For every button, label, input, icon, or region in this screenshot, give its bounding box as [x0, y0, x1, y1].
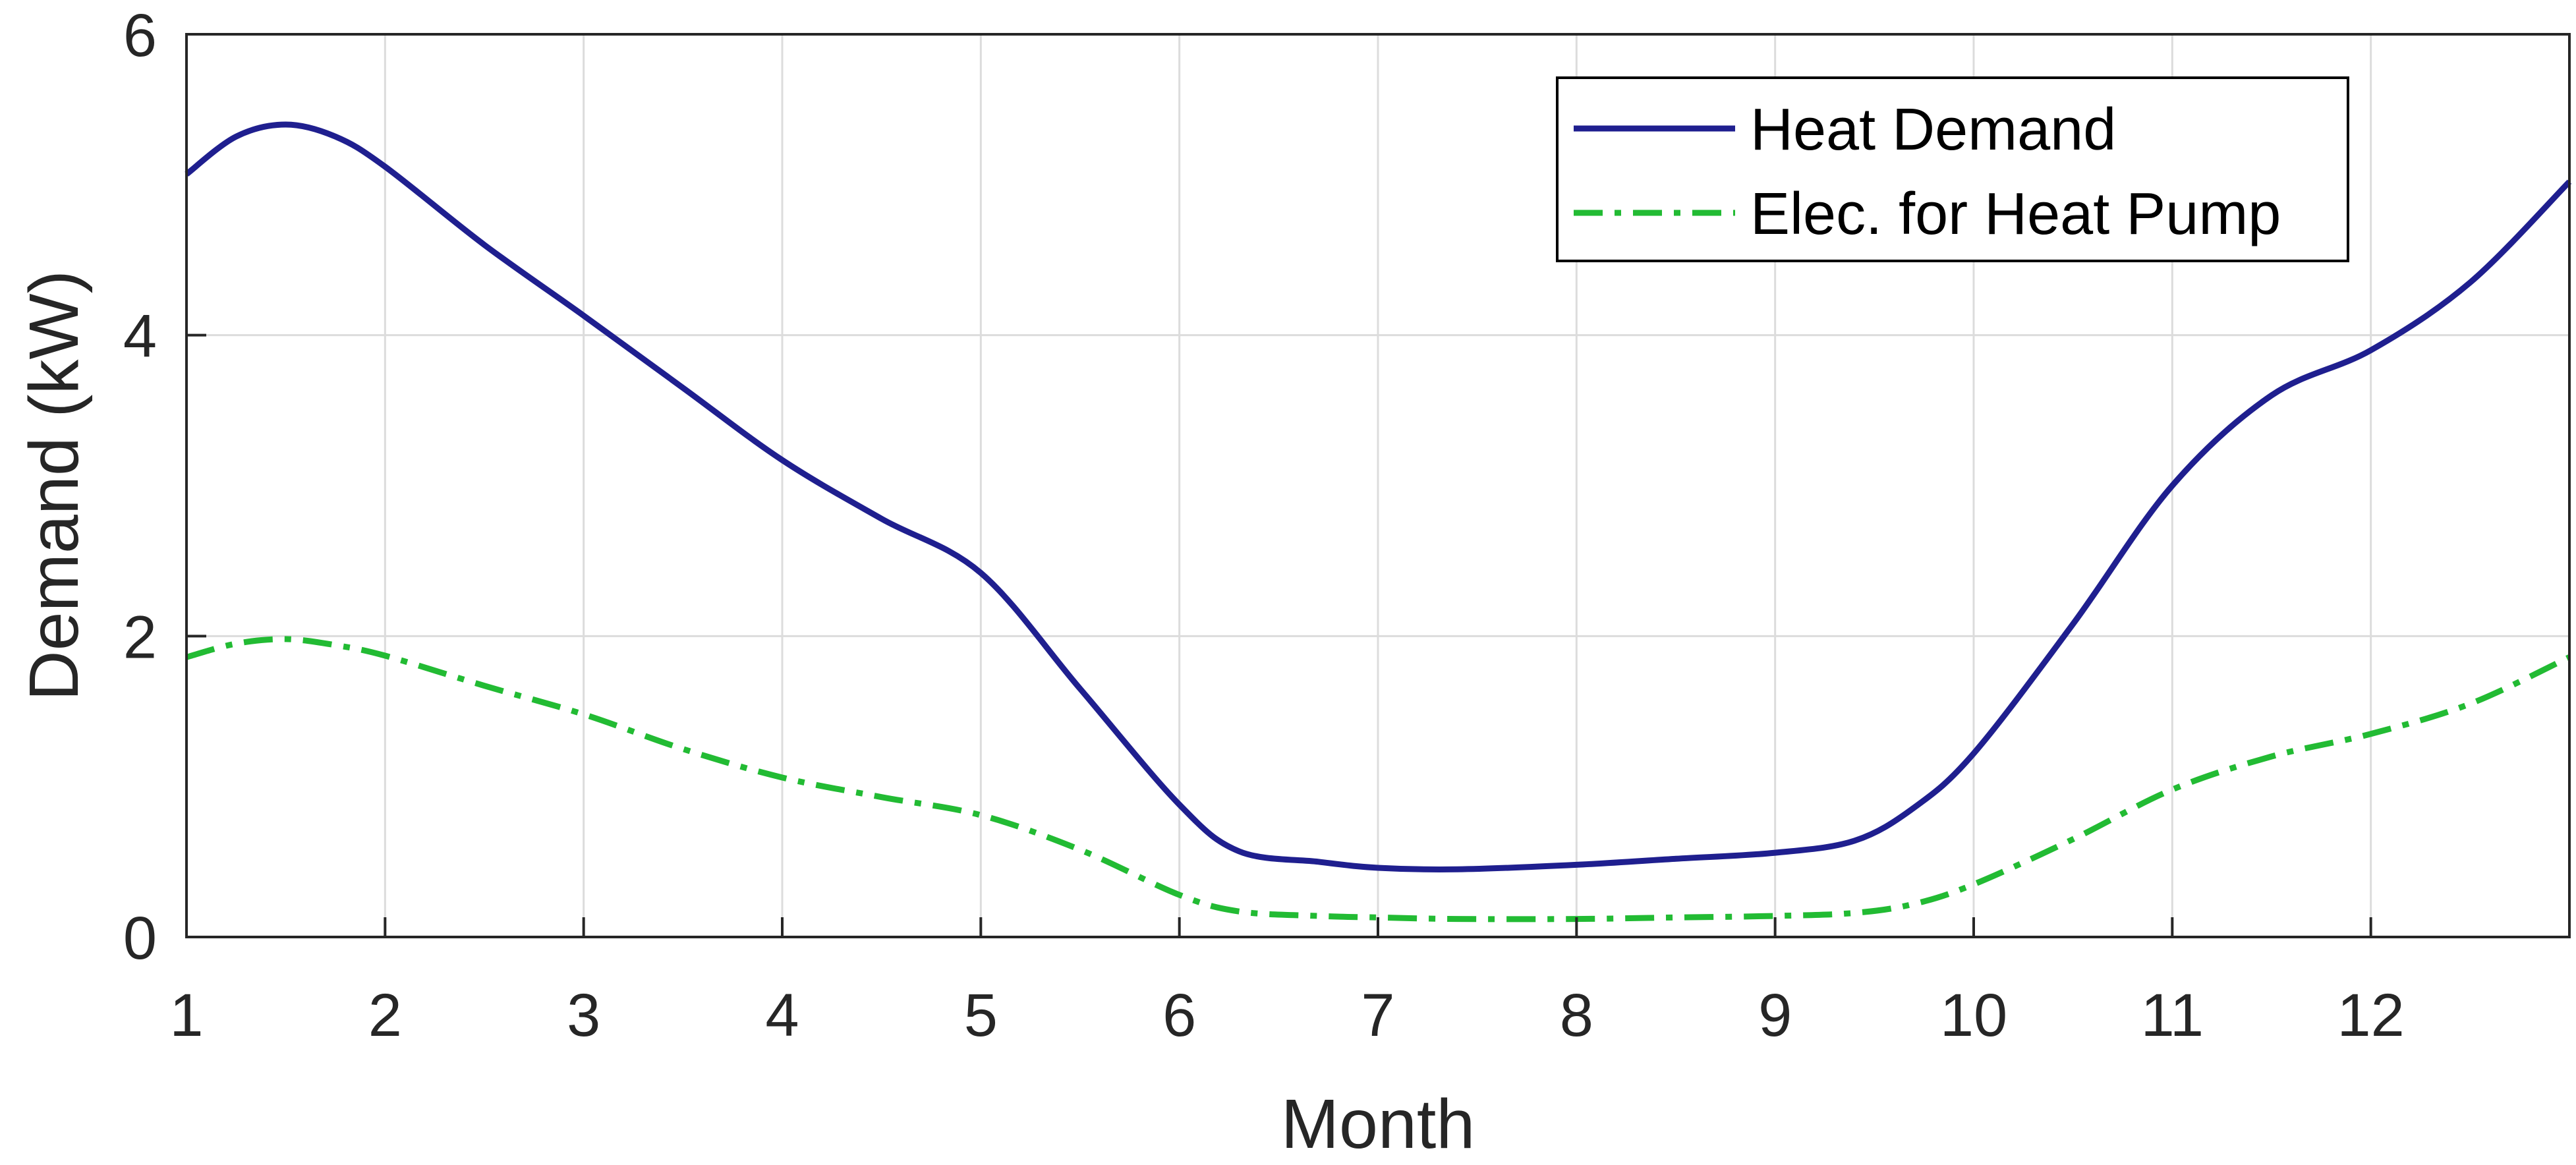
- x-tick-label-1: 1: [169, 982, 203, 1049]
- x-tick-label-12: 12: [2337, 982, 2404, 1049]
- legend-label-elec-for-heat-pump: Elec. for Heat Pump: [1750, 181, 2281, 247]
- x-tick-label-5: 5: [964, 982, 998, 1049]
- x-tick-label-3: 3: [567, 982, 600, 1049]
- legend-box: [1556, 76, 2349, 262]
- y-tick-label-2: 2: [123, 604, 157, 671]
- series-layer: [185, 121, 2572, 923]
- y-tick-label-0: 0: [123, 905, 157, 972]
- x-tick-label-8: 8: [1560, 982, 1593, 1049]
- series-line-0: [185, 121, 2572, 872]
- x-axis-title: Month: [1281, 1085, 1475, 1163]
- x-tick-label-4: 4: [765, 982, 799, 1049]
- legend-label-heat-demand: Heat Demand: [1750, 97, 2116, 163]
- x-tick-label-7: 7: [1361, 982, 1394, 1049]
- series-line-1: [185, 636, 2571, 923]
- legend: Heat Demand Elec. for Heat Pump: [1556, 76, 2349, 262]
- y-axis-title: Demand (kW): [15, 270, 93, 701]
- x-tick-label-11: 11: [2141, 982, 2204, 1049]
- x-tick-label-9: 9: [1758, 982, 1792, 1049]
- x-tick-label-6: 6: [1162, 982, 1196, 1049]
- y-tick-label-6: 6: [123, 2, 157, 69]
- x-tick-label-2: 2: [368, 982, 402, 1049]
- x-tick-label-10: 10: [1940, 982, 2007, 1049]
- y-tick-label-4: 4: [123, 303, 157, 370]
